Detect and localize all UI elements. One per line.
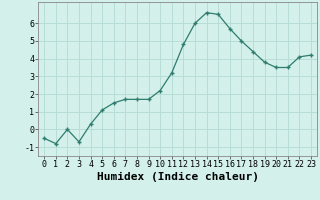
X-axis label: Humidex (Indice chaleur): Humidex (Indice chaleur) — [97, 172, 259, 182]
